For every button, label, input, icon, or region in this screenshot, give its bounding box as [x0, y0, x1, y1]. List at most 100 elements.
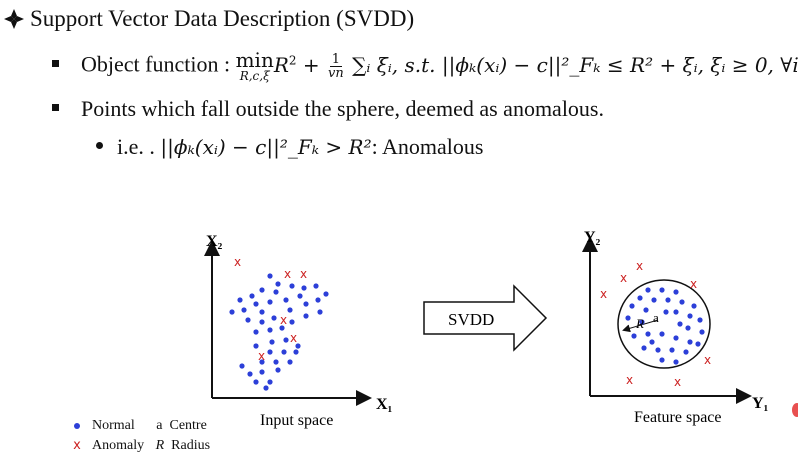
normal-point — [279, 325, 285, 331]
normal-point — [283, 337, 289, 343]
normal-point — [267, 349, 273, 355]
svdd-sphere — [617, 279, 711, 369]
normal-point — [267, 379, 273, 385]
normal-point — [663, 309, 669, 315]
legend-radius-symbol: R — [155, 438, 165, 453]
normal-point — [303, 301, 309, 307]
legend-normal: Normal — [92, 418, 135, 433]
normal-point — [645, 287, 651, 293]
normal-point — [275, 367, 281, 373]
object-function-formula: min R,c,ξ R2 + 1 vn ∑ᵢ ξᵢ, s.t. ||ϕₖ(xᵢ) − … — [235, 48, 798, 83]
centre-label: a — [653, 310, 659, 325]
feature-caption: Feature space — [634, 409, 722, 426]
normal-point — [249, 293, 255, 299]
normal-point — [245, 317, 251, 323]
normal-point — [293, 349, 299, 355]
normal-point — [241, 307, 247, 313]
square-bullet-icon — [52, 104, 59, 112]
normal-point — [269, 339, 275, 345]
normal-point — [659, 357, 665, 363]
feature-axis-y-label: Y₂ — [584, 229, 601, 246]
object-function-label: Object function : — [81, 51, 236, 77]
anomaly-point: x — [626, 373, 633, 387]
normal-point — [639, 319, 645, 325]
anomaly-point: x — [690, 277, 697, 291]
legend-anomaly: Anomaly — [92, 438, 145, 453]
normal-point — [289, 283, 295, 289]
normal-point — [289, 319, 295, 325]
round-bullet-icon — [96, 142, 103, 150]
normal-point — [699, 329, 705, 335]
normal-point — [259, 369, 265, 375]
normal-point — [323, 291, 329, 297]
normal-point — [273, 359, 279, 365]
input-axis-x-label: X₁ — [376, 396, 393, 413]
normal-point — [259, 309, 265, 315]
svdd-arrow — [423, 284, 548, 352]
normal-point — [267, 299, 273, 305]
normal-point — [287, 359, 293, 365]
ie-prefix: i.e. . — [117, 134, 161, 159]
normal-point — [267, 327, 273, 333]
radius-label: R — [635, 316, 644, 331]
normal-point — [287, 307, 293, 313]
diamond-bullet-icon — [4, 6, 24, 32]
slide-title: Support Vector Data Description (SVDD) — [4, 6, 414, 32]
sub-bullet-anomalous: i.e. . ||ϕₖ(xᵢ) − c||²_Fₖ > R²: Anomalou… — [96, 134, 483, 160]
legend-centre-symbol: a — [156, 418, 163, 433]
bullet-outside-sphere: Points which fall outside the sphere, de… — [52, 96, 604, 122]
anomaly-point: x — [258, 349, 265, 363]
legend-radius: Radius — [171, 438, 211, 453]
normal-point — [651, 297, 657, 303]
normal-point — [685, 325, 691, 331]
anomaly-point: x — [636, 259, 643, 273]
normal-point — [295, 343, 301, 349]
normal-point — [253, 379, 259, 385]
anomaly-point: x — [280, 313, 287, 327]
normal-point — [687, 313, 693, 319]
normal-point — [629, 303, 635, 309]
anomaly-point: x — [704, 353, 711, 367]
normal-point — [677, 321, 683, 327]
anomaly-point: x — [600, 287, 607, 301]
anomalous-suffix: : Anomalous — [371, 134, 484, 159]
normal-point — [237, 297, 243, 303]
svdd-arrow-label: SVDD — [448, 310, 494, 329]
anomaly-point: x — [300, 267, 307, 281]
normal-point — [641, 345, 647, 351]
normal-point — [659, 287, 665, 293]
feature-axis-x-label: Y₁ — [752, 395, 769, 412]
normal-point — [301, 285, 307, 291]
normal-point — [679, 299, 685, 305]
normal-point — [259, 359, 265, 365]
normal-point — [313, 283, 319, 289]
outside-sphere-text: Points which fall outside the sphere, de… — [81, 96, 604, 121]
input-axis-y-label: X₂ — [206, 233, 223, 250]
normal-point — [695, 341, 701, 347]
normal-point — [253, 301, 259, 307]
normal-point — [229, 309, 235, 315]
normal-point — [625, 315, 631, 321]
normal-point — [649, 339, 655, 345]
normal-point — [655, 347, 661, 353]
normal-point — [273, 289, 279, 295]
legend-centre: Centre — [169, 418, 207, 433]
normal-point — [673, 309, 679, 315]
anomaly-point: x — [620, 271, 627, 285]
anomalous-formula: ||ϕₖ(xᵢ) − c||²_Fₖ > R² — [160, 135, 372, 159]
normal-point — [303, 313, 309, 319]
input-caption: Input space — [260, 412, 333, 429]
normal-point — [643, 307, 649, 313]
normal-point — [637, 295, 643, 301]
legend-row-normal: Normal a Centre — [70, 418, 207, 434]
normal-point — [259, 319, 265, 325]
bullet-object-function: Object function : min R,c,ξ R2 + 1 vn ∑ᵢ ξᵢ… — [52, 50, 798, 82]
normal-point — [297, 293, 303, 299]
anomaly-x-icon: x — [73, 438, 81, 453]
normal-point — [645, 331, 651, 337]
anomaly-point: x — [290, 331, 297, 345]
normal-point — [673, 289, 679, 295]
normal-point — [631, 333, 637, 339]
